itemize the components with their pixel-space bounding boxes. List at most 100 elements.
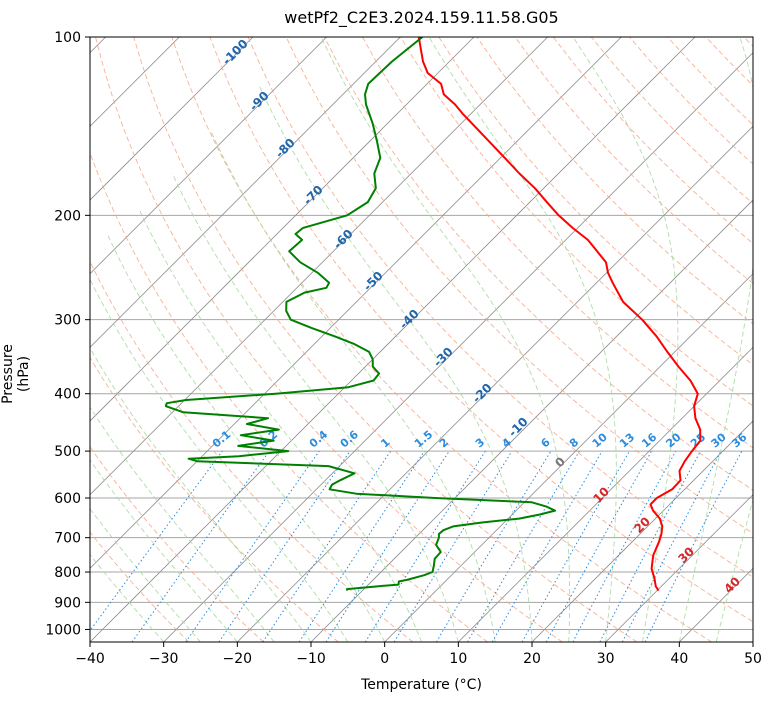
y-tick-label: 200 [54,208,81,224]
isotherm-line [90,37,401,348]
mixing-ratio-label: 8 [567,436,581,451]
mixing-ratio-line [218,450,351,642]
dry-adiabat-label: -20 [470,381,495,406]
dry-adiabat-label: 30 [675,544,697,566]
isotherm-line [90,37,475,422]
y-tick-label: 400 [54,387,81,403]
dry-adiabat-label: -90 [247,89,272,114]
mixing-ratio-label: 0.6 [338,428,362,451]
dry-adiabat [362,37,753,449]
x-tick-label: −10 [296,651,326,667]
y-tick-label: 300 [54,313,81,329]
dry-adiabat [133,37,638,642]
dry-adiabat [90,531,190,642]
mixing-ratio-line [435,450,552,642]
isotherm-line [163,52,753,642]
isotherm-line [752,641,753,642]
mixing-ratio-line [572,450,677,642]
dry-adiabat-label: -10 [506,415,531,440]
isotherm-line [310,199,753,642]
isotherm-line [0,37,32,642]
moist-adiabat [106,233,386,642]
moist-adiabat [678,37,753,642]
isotherm-line [237,125,753,642]
dry-adiabat [514,37,753,285]
dry-adiabat-label: -70 [301,183,326,208]
dry-adiabat-label: -30 [431,345,456,370]
moist-adiabat [572,37,679,642]
moist-adiabat [90,553,165,642]
moist-adiabat [171,173,459,642]
x-tick-label: 40 [670,651,688,667]
dry-adiabat [90,445,264,642]
mixing-ratio-label: 2 [437,436,451,451]
dry-adiabat [323,37,753,491]
mixing-ratio-line [185,450,320,642]
moist-adiabat [90,406,275,642]
isotherm-line [605,494,753,642]
isotherm-line [90,37,696,642]
y-tick-label: 700 [54,531,81,547]
y-tick-label: 100 [54,30,81,46]
y-tick-label: 800 [54,565,81,581]
mixing-ratio-label: 13 [617,431,637,451]
moist-adiabat [715,498,753,642]
moist-adiabat [90,459,238,642]
dewpoint-profile [164,37,557,592]
x-axis-label: Temperature (°C) [361,677,482,693]
isotherm-line [531,420,753,642]
mixing-ratio-line [325,450,450,642]
x-tick-label: −30 [149,651,179,667]
y-tick-label: 500 [54,444,81,460]
moist-adiabat [320,37,571,642]
mixing-ratio-line [131,450,270,642]
y-tick-label: 1000 [45,622,81,638]
dry-adiabat [743,37,753,47]
mixing-ratio-label: 30 [709,430,729,450]
mixing-ratio-line [90,450,223,632]
isotherm-line [90,37,254,201]
mixing-ratio-line [467,450,580,642]
dry-adiabat [90,356,339,642]
x-tick-label: −20 [223,651,253,667]
dry-adiabat [171,37,712,642]
dry-adiabat [705,37,753,87]
y-tick-label: 600 [54,491,81,507]
dry-adiabat-label: 0 [552,454,568,470]
dry-adiabat [438,37,753,366]
moist-adiabat [90,278,349,642]
x-tick-label: −40 [75,651,105,667]
dry-adiabat-label: -100 [220,37,251,68]
isotherm-line [90,37,327,275]
dry-adiabat-label: -60 [331,227,356,252]
sounding-profiles [164,37,702,592]
mixing-ratio-line [521,450,630,642]
mixing-ratio-line [545,450,653,642]
dry-adiabat [209,37,753,623]
mixing-ratio-label: 0.1 [210,428,233,450]
x-tick-label: 20 [523,651,541,667]
dry-adiabat [247,37,753,578]
moist-adiabat [138,208,422,642]
dry-adiabat-label: -80 [273,136,298,161]
isotherm-line [458,346,753,642]
isotherm-line [90,37,622,569]
dry-adiabat [90,260,414,642]
dry-adiabat [90,151,488,642]
dry-adiabat-label: 40 [721,574,743,596]
moist-adiabat [258,83,533,642]
plot-frame [89,36,754,643]
dry-adiabat-label: 20 [631,514,653,536]
dry-adiabat [285,37,753,534]
moist-adiabat [90,507,201,642]
mixing-ratio-label: 25 [688,431,708,451]
moist-adiabat [428,37,617,642]
mixing-ratio-line [298,450,425,642]
mixing-ratio-line [644,450,743,642]
x-tick-label: 0 [380,651,389,667]
mixing-ratio-label: 6 [538,435,552,450]
isotherm-line [90,37,548,496]
mixing-ratio-label: 16 [639,430,659,450]
